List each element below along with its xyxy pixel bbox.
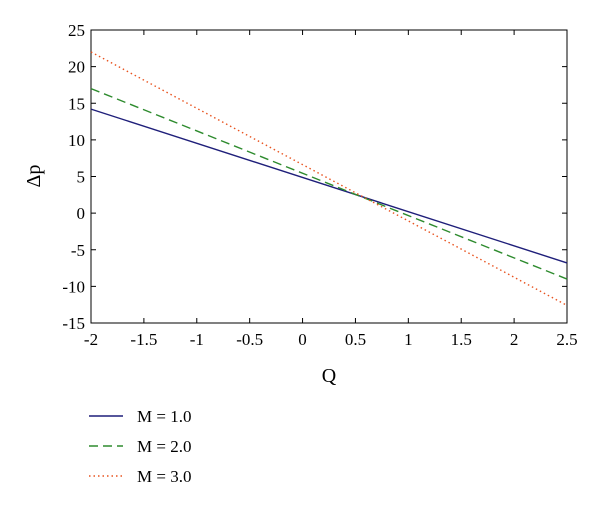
series-line-m-3-0 <box>90 51 568 307</box>
legend-label-m-2-0: M = 2.0 <box>137 437 191 456</box>
x-tick-label: -2 <box>84 330 98 349</box>
x-tick-label: 0 <box>298 330 307 349</box>
legend: M = 1.0 M = 2.0 M = 3.0 <box>89 407 191 486</box>
x-tick-label: -1.5 <box>130 330 157 349</box>
y-tick-label: 5 <box>77 168 86 187</box>
y-axis-ticks: -15 -10 -5 0 5 10 15 20 25 <box>62 21 567 333</box>
x-axis-label: Q <box>322 365 337 387</box>
x-tick-label: 2.5 <box>556 330 577 349</box>
x-tick-label: -1 <box>190 330 204 349</box>
y-tick-label: 15 <box>68 94 85 113</box>
x-tick-label: 1 <box>404 330 413 349</box>
legend-label-m-3-0: M = 3.0 <box>137 467 191 486</box>
x-tick-label: 2 <box>510 330 519 349</box>
y-tick-label: -15 <box>62 314 85 333</box>
plot-frame <box>90 29 568 324</box>
y-tick-label: -10 <box>62 277 85 296</box>
x-tick-label: -0.5 <box>236 330 263 349</box>
x-tick-label: 0.5 <box>345 330 366 349</box>
y-tick-label: -5 <box>71 241 85 260</box>
y-tick-label: 10 <box>68 131 85 150</box>
y-tick-label: 20 <box>68 58 85 77</box>
series-line-m-2-0 <box>90 87 568 280</box>
legend-label-m-1-0: M = 1.0 <box>137 407 191 426</box>
series-line-m-1-0 <box>90 108 568 264</box>
y-tick-label: 25 <box>68 21 85 40</box>
y-axis-label: Δp <box>23 165 45 188</box>
series-lines <box>90 51 568 307</box>
x-tick-label: 1.5 <box>451 330 472 349</box>
x-axis-ticks: -2 -1.5 -1 -0.5 0 0.5 1 1.5 2 2.5 <box>84 30 578 349</box>
y-tick-label: 0 <box>77 204 86 223</box>
